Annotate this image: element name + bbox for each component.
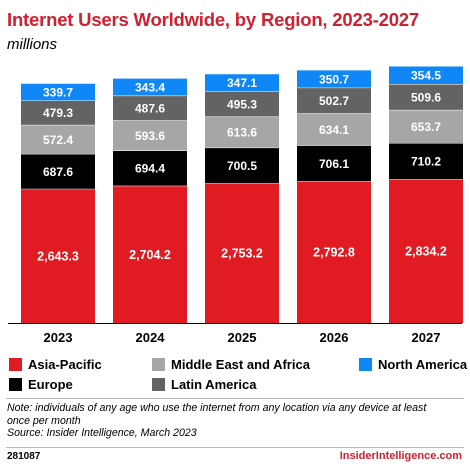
data-label: 710.2 — [411, 155, 441, 169]
legend-swatch — [9, 378, 22, 391]
bar-segment-middle-east-and-africa-2024 — [113, 120, 187, 151]
legend-item-middle-east-africa: Middle East and Africa — [152, 357, 310, 372]
bar-segment-north-america-2025 — [205, 73, 279, 92]
data-label: 347.1 — [227, 76, 257, 90]
data-label: 2,643.3 — [37, 249, 79, 263]
legend-swatch — [9, 358, 22, 371]
data-label: 700.5 — [227, 159, 257, 173]
legend-label: Latin America — [171, 377, 257, 392]
bar-segment-latin-america-2025 — [205, 91, 279, 117]
data-label: 694.4 — [135, 162, 165, 176]
data-label: 653.7 — [411, 120, 441, 134]
x-tick-label: 2027 — [412, 330, 441, 345]
legend-label: Europe — [28, 377, 73, 392]
bar-segment-asia-pacific-2027 — [389, 179, 463, 323]
bar-segment-middle-east-and-africa-2023 — [21, 124, 95, 154]
stacked-bar-chart: 2,643.3 687.6 572.4 479.3 339.7 2023 2,704.2 69… — [8, 65, 463, 345]
x-tick-label: 2024 — [136, 330, 166, 345]
data-label: 495.3 — [227, 97, 257, 111]
data-label: 2,834.2 — [405, 245, 447, 259]
x-tick-label: 2023 — [44, 330, 73, 345]
data-label: 706.1 — [319, 157, 349, 171]
legend-item-asia-pacific: Asia-Pacific — [9, 357, 102, 372]
footer-divider-bottom — [6, 447, 464, 448]
data-label: 502.7 — [319, 94, 349, 108]
data-label: 613.6 — [227, 126, 257, 140]
bar-segment-europe-2024 — [113, 150, 187, 186]
bar-segment-middle-east-and-africa-2027 — [389, 109, 463, 144]
chart-id: 281087 — [7, 451, 41, 462]
legend-item-north-america: North America — [359, 357, 467, 372]
data-label: 354.5 — [411, 68, 441, 82]
legend-label: North America — [378, 357, 468, 372]
bar-segment-north-america-2027 — [389, 66, 463, 84]
legend-swatch — [152, 378, 165, 391]
data-label: 487.6 — [135, 101, 165, 115]
legend-label: Asia-Pacific — [28, 357, 102, 372]
bar-segment-north-america-2023 — [21, 83, 95, 101]
legend-label: Middle East and Africa — [171, 357, 310, 372]
chart-subtitle: millions — [7, 36, 58, 53]
data-label: 2,704.2 — [129, 248, 171, 262]
x-tick-label: 2026 — [320, 330, 349, 345]
chart-title: Internet Users Worldwide, by Region, 202… — [7, 9, 419, 30]
data-label: 572.4 — [43, 133, 73, 147]
bar-segment-latin-america-2023 — [21, 100, 95, 125]
data-label: 2,792.8 — [313, 246, 355, 260]
legend-swatch — [152, 358, 165, 371]
bar-segment-north-america-2026 — [297, 69, 371, 88]
bar-segment-middle-east-and-africa-2025 — [205, 116, 279, 148]
bar-segment-latin-america-2026 — [297, 87, 371, 114]
brand-logo-text: InsiderIntelligence.com — [339, 450, 462, 462]
data-label: 687.6 — [43, 165, 73, 179]
data-label: 350.7 — [319, 72, 349, 86]
bar-segment-asia-pacific-2024 — [113, 185, 187, 323]
bar-segment-europe-2025 — [205, 147, 279, 184]
source-line: Source: Insider Intelligence, March 2023 — [7, 427, 197, 439]
bar-segment-middle-east-and-africa-2026 — [297, 113, 371, 146]
bar-segment-europe-2027 — [389, 143, 463, 180]
footer-notes: Note: individuals of any age who use the… — [7, 402, 447, 440]
legend-item-europe: Europe — [9, 377, 73, 392]
data-label: 509.6 — [411, 90, 441, 104]
data-label: 479.3 — [43, 106, 73, 120]
data-label: 634.1 — [319, 123, 349, 137]
footer-divider-top — [6, 398, 464, 399]
footnote: Note: individuals of any age who use the… — [7, 402, 427, 427]
data-label: 2,753.2 — [221, 247, 263, 261]
bar-segment-north-america-2024 — [113, 78, 187, 96]
bar-segment-asia-pacific-2026 — [297, 181, 371, 323]
bar-segment-asia-pacific-2025 — [205, 183, 279, 323]
legend-item-latin-america: Latin America — [152, 377, 257, 392]
legend-swatch — [359, 358, 372, 371]
bar-segment-latin-america-2024 — [113, 95, 187, 121]
data-label: 593.6 — [135, 129, 165, 143]
x-tick-label: 2025 — [228, 330, 257, 345]
bar-segment-latin-america-2027 — [389, 83, 463, 110]
data-label: 343.4 — [135, 80, 165, 94]
bar-segment-europe-2026 — [297, 145, 371, 182]
bar-segment-europe-2023 — [21, 153, 95, 189]
data-label: 339.7 — [43, 85, 73, 99]
bar-segment-asia-pacific-2023 — [21, 188, 95, 323]
